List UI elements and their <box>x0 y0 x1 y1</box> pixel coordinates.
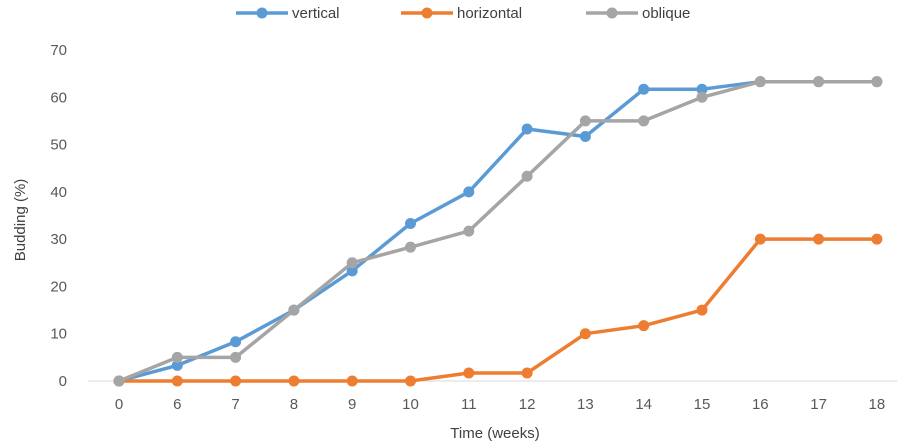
legend-item: vertical <box>236 5 340 22</box>
data-point <box>521 123 533 135</box>
x-tick-label: 18 <box>869 396 886 413</box>
legend-label: oblique <box>642 5 690 22</box>
x-tick-label: 11 <box>461 396 477 413</box>
series-vertical <box>113 76 883 387</box>
data-point <box>813 76 825 88</box>
series-line <box>117 79 879 383</box>
y-tick-label: 50 <box>50 137 67 154</box>
data-point <box>405 241 416 253</box>
data-point <box>696 304 708 316</box>
data-point <box>521 367 533 379</box>
data-point <box>813 233 825 245</box>
series-line <box>117 237 879 383</box>
data-point <box>579 115 591 127</box>
x-tick-label: 12 <box>519 396 536 413</box>
data-point <box>579 131 591 143</box>
legend-marker <box>606 7 618 19</box>
data-point <box>696 91 708 103</box>
y-tick-label: 20 <box>50 278 67 295</box>
x-tick-label: 10 <box>402 396 419 413</box>
y-axis-title: Budding (%) <box>12 179 29 262</box>
data-point <box>230 336 242 348</box>
data-point <box>230 351 242 363</box>
data-point <box>288 375 300 387</box>
y-tick-label: 70 <box>50 42 67 59</box>
y-tick-label: 10 <box>50 326 67 343</box>
x-tick-label: 7 <box>231 396 239 413</box>
data-point <box>405 375 416 387</box>
y-tick-label: 30 <box>50 231 67 248</box>
y-tick-label: 0 <box>59 373 67 390</box>
x-tick-label: 13 <box>577 396 594 413</box>
data-point <box>171 351 183 363</box>
x-tick-label: 17 <box>810 396 827 413</box>
data-point <box>579 328 591 340</box>
data-point <box>463 186 475 198</box>
y-tick-label: 60 <box>50 89 67 106</box>
data-point <box>871 76 883 88</box>
data-point <box>113 375 125 387</box>
data-point <box>638 320 650 332</box>
data-point <box>638 83 650 95</box>
data-point <box>171 359 183 371</box>
x-axis-title: Time (weeks) <box>450 425 539 442</box>
y-tick-label: 40 <box>50 184 67 201</box>
data-point <box>346 265 358 277</box>
data-point <box>346 375 358 387</box>
x-tick-label: 15 <box>694 396 711 413</box>
data-point <box>288 304 300 316</box>
x-tick-label: 8 <box>290 396 298 413</box>
x-axis-ticks: 0 6 7 8 9 10 11 12 13 14 15 16 17 18 <box>115 396 885 413</box>
series-horizontal <box>113 233 883 387</box>
data-point <box>230 375 242 387</box>
data-point <box>638 115 650 127</box>
legend-marker <box>256 7 268 19</box>
legend-item: oblique <box>586 5 690 22</box>
x-tick-label: 16 <box>752 396 769 413</box>
data-point <box>871 233 883 245</box>
legend-label: vertical <box>292 5 340 22</box>
data-point <box>521 170 533 182</box>
x-tick-label: 0 <box>115 396 123 413</box>
series-oblique <box>113 76 883 387</box>
legend-marker <box>421 7 433 19</box>
legend-label: horizontal <box>457 5 522 22</box>
legend-item: horizontal <box>401 5 522 22</box>
x-tick-label: 6 <box>173 396 181 413</box>
data-point <box>405 218 416 230</box>
data-point <box>346 257 358 269</box>
x-tick-label: 14 <box>635 396 652 413</box>
y-axis-ticks: 0 10 20 30 40 50 60 70 <box>50 42 67 390</box>
data-point <box>463 367 475 379</box>
legend: vertical horizontal oblique <box>236 5 690 22</box>
data-point <box>754 233 766 245</box>
data-point <box>696 83 708 95</box>
data-point <box>463 225 475 237</box>
series-line <box>117 79 879 383</box>
series-layer <box>113 76 883 387</box>
x-tick-label: 9 <box>348 396 356 413</box>
data-point <box>171 375 183 387</box>
data-point <box>754 76 766 88</box>
